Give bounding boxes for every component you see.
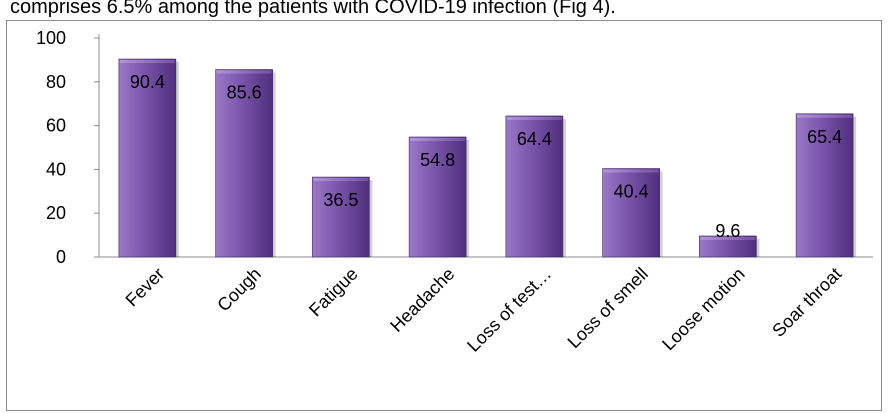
category-label: Headache — [386, 264, 458, 336]
bar-group — [312, 176, 373, 258]
bar-highlight — [603, 169, 659, 173]
bar-group — [505, 115, 566, 258]
bar-chart: 0 20 40 60 80 100 90.4 Fever 85.6 Cough 36.5 Fatig… — [36, 28, 873, 356]
bar-highlight — [410, 137, 466, 141]
y-tick-label: 20 — [46, 203, 66, 223]
bar-group — [215, 69, 276, 258]
bar-group — [408, 136, 470, 258]
category-label: Loose motion — [658, 264, 749, 355]
data-label: 90.4 — [130, 72, 165, 92]
bar — [795, 113, 854, 258]
bar-highlight — [216, 70, 272, 74]
bar-highlight — [506, 116, 562, 120]
bar — [602, 168, 660, 258]
bar — [505, 115, 564, 258]
bar-highlight — [700, 236, 756, 240]
bar-highlight — [313, 178, 369, 182]
data-label: 9.6 — [715, 221, 740, 241]
bar — [312, 176, 370, 258]
category-label: Fatigue — [305, 264, 362, 321]
data-label: 64.4 — [517, 129, 552, 149]
y-tick-label: 80 — [46, 72, 66, 92]
bar — [215, 69, 273, 258]
y-tick-label: 100 — [36, 28, 66, 48]
chart-frame: 0 20 40 60 80 100 90.4 Fever 85.6 Cough 36.5 Fatig… — [6, 20, 882, 411]
y-tick-label: 40 — [46, 159, 66, 179]
category-label: Cough — [213, 264, 265, 316]
data-label: 40.4 — [614, 182, 649, 202]
caption-text: comprises 6.5% among the patients with C… — [10, 0, 616, 18]
data-label: 36.5 — [323, 190, 358, 210]
bar-group — [699, 235, 760, 258]
category-label: Soar throat — [768, 264, 845, 341]
bar-highlight — [119, 60, 175, 64]
category-label: Fever — [122, 264, 169, 311]
y-tick-label: 60 — [46, 116, 66, 136]
y-tick-label: 0 — [56, 247, 66, 267]
data-label: 54.8 — [420, 150, 455, 170]
bar-layer — [118, 58, 857, 258]
category-label: Loss of smell — [564, 264, 652, 352]
data-label: 85.6 — [227, 83, 262, 103]
bar — [118, 58, 177, 258]
bar-group — [118, 58, 179, 258]
bar-group — [602, 168, 663, 258]
bar — [408, 136, 467, 258]
bar-group — [795, 113, 857, 258]
bar — [699, 235, 757, 258]
category-label: Loss of test… — [463, 264, 555, 356]
bar-highlight — [797, 114, 853, 118]
data-label: 65.4 — [807, 127, 842, 147]
